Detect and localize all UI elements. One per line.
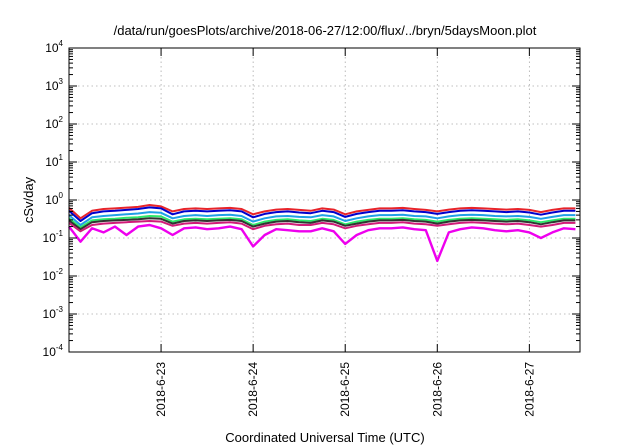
series-line-4 (68, 215, 576, 229)
series-line-7 (68, 223, 576, 263)
y-tick-label: 10-2 (43, 267, 64, 283)
y-tick-label: 100 (45, 191, 63, 207)
x-tick-label: 2018-6-26 (430, 362, 444, 417)
x-tick-label: 2018-6-24 (246, 362, 260, 417)
x-tick-label: 2018-6-23 (154, 362, 168, 417)
x-axis-ticks: 2018-6-23 2018-6-24 2018-6-25 2018-6-26 2018… (154, 48, 536, 417)
y-tick-label: 10-1 (43, 229, 64, 245)
grid-lines (69, 48, 580, 352)
series-line-5 (68, 217, 576, 231)
y-tick-label: 10-4 (43, 343, 64, 359)
y-axis-ticks: 10-4 10-3 10-2 10-1 100 101 102 103 104 (43, 39, 580, 359)
series-line-3 (68, 211, 576, 226)
x-axis-label: Coordinated Universal Time (UTC) (225, 430, 424, 445)
y-tick-label: 101 (45, 153, 63, 169)
y-tick-label: 103 (45, 77, 63, 93)
series-line-6 (68, 220, 576, 233)
y-tick-label: 10-3 (43, 305, 64, 321)
y-tick-label: 102 (45, 115, 63, 131)
series-line-1 (68, 204, 576, 220)
series-group (68, 204, 576, 263)
y-tick-label: 104 (45, 39, 63, 55)
series-line-2 (68, 206, 576, 222)
x-tick-label: 2018-6-27 (522, 362, 536, 417)
x-tick-label: 2018-6-25 (338, 362, 352, 417)
chart-title: /data/run/goesPlots/archive/2018-06-27/1… (114, 23, 537, 38)
y-axis-label: cSv/day (21, 176, 36, 223)
